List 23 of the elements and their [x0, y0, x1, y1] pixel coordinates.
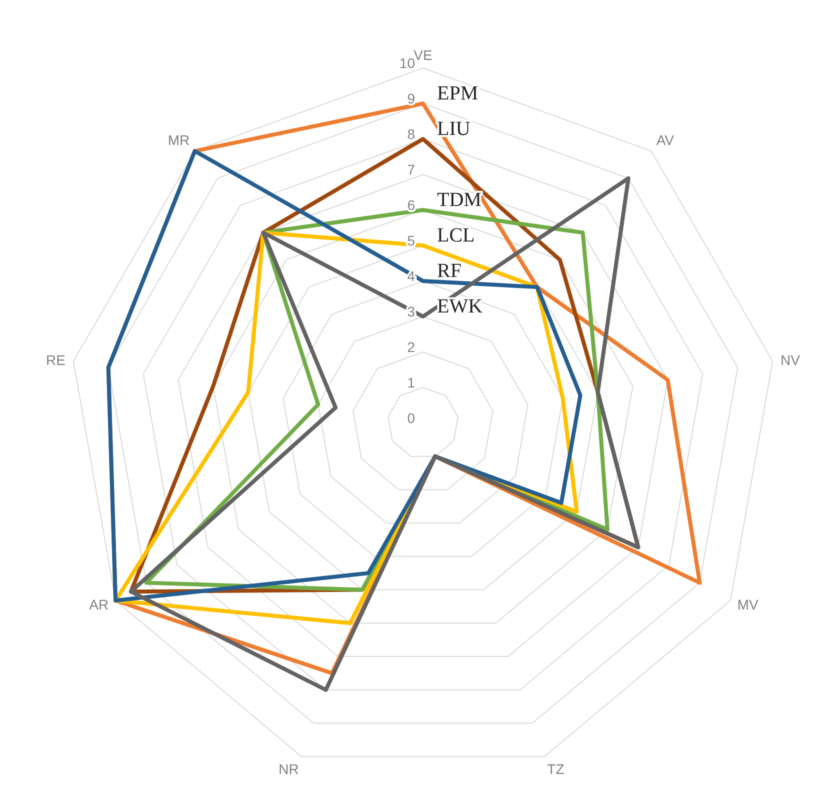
- spoke-label: MR: [168, 132, 190, 148]
- y-tick-label: 9: [407, 90, 416, 106]
- spoke-label: NR: [278, 761, 299, 778]
- y-tick-label: 2: [407, 339, 416, 355]
- spoke-label: AV: [656, 132, 675, 148]
- y-tick-label: 1: [407, 374, 416, 390]
- y-tick-label: 7: [407, 162, 416, 178]
- spoke-label: MV: [737, 596, 760, 612]
- y-tick-label: 0: [407, 410, 416, 426]
- spoke-label: AR: [89, 596, 109, 612]
- spoke-label: TZ: [547, 761, 565, 778]
- series-label: EPM: [437, 82, 478, 104]
- series-label: EWK: [437, 296, 484, 318]
- y-tick-label: 4: [407, 268, 416, 284]
- series-label: TDM: [437, 189, 482, 211]
- series-label: LCL: [437, 224, 475, 246]
- spoke-label: NV: [780, 352, 801, 368]
- y-tick-label: 6: [407, 197, 416, 213]
- y-tick-label: 8: [407, 126, 416, 142]
- spoke-label: RE: [46, 352, 66, 368]
- series-label: RF: [437, 260, 462, 282]
- spoke-label: VE: [414, 47, 432, 63]
- y-tick-label: 10: [399, 55, 416, 71]
